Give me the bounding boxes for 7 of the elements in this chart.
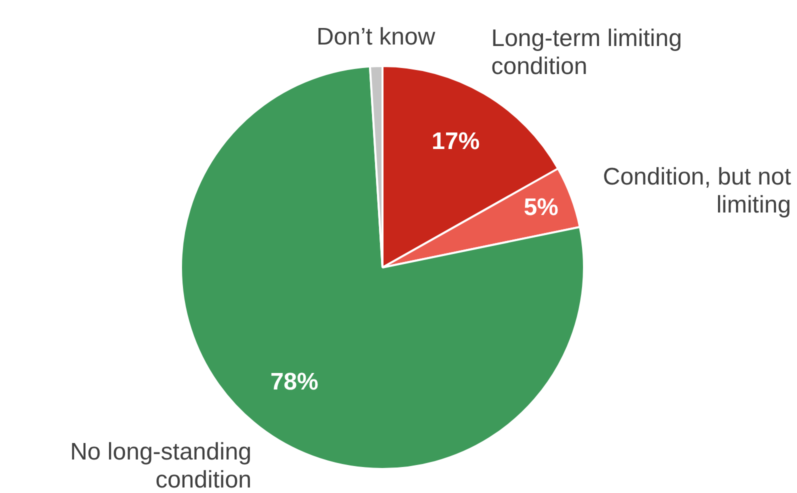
data-label: 5% <box>524 194 558 221</box>
data-label: 78% <box>270 368 318 396</box>
slice-label: Condition, but not limiting <box>602 164 792 219</box>
data-label: 17% <box>432 128 480 155</box>
slice-label: Long-term limiting condition <box>491 25 682 80</box>
slice-label: Don’t know <box>316 24 436 51</box>
slice-label: No long-standing condition <box>70 438 252 493</box>
